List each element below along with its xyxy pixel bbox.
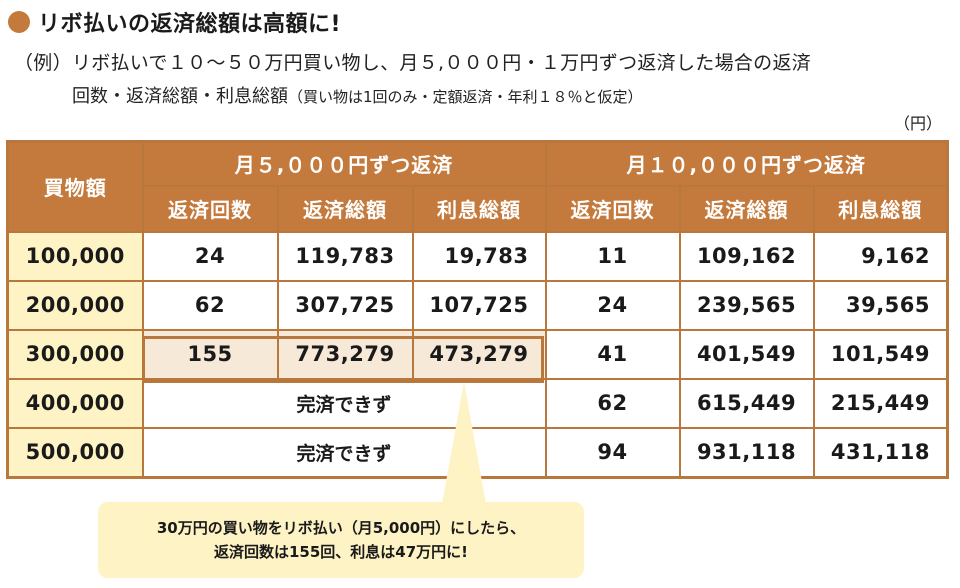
- table-row: 100,000 24 119,783 19,783 11 109,162 9,1…: [6, 230, 949, 282]
- cell-value: 401,549: [678, 328, 815, 380]
- unit-label: （円）: [893, 114, 942, 133]
- cell-value: 431,118: [812, 426, 949, 478]
- cell-value: 39,565: [812, 279, 949, 331]
- cell-value: 107,725: [411, 279, 547, 331]
- cell-value: 11: [544, 230, 681, 282]
- repayment-table: 買物額 月５,０００円ずつ返済 月１０,０００円ずつ返済 返済回数 返済総額 利…: [6, 140, 950, 479]
- page-title: リボ払いの返済総額は高額に!: [38, 12, 342, 37]
- not-repayable-cell: 完済できず: [141, 377, 547, 429]
- row-amount: 500,000: [6, 426, 144, 478]
- description-note: （買い物は1回のみ・定額返済・年利１８％と仮定）: [288, 88, 643, 106]
- header-repay-count: 返済回数: [544, 184, 681, 233]
- header-repay-count: 返済回数: [141, 184, 279, 233]
- row-amount: 400,000: [6, 377, 144, 429]
- cell-value: 9,162: [812, 230, 949, 282]
- callout-line-1: 30万円の買い物をリボ払い（月5,000円）にしたら、: [156, 519, 526, 537]
- cell-value: 62: [141, 279, 279, 331]
- table-row: 400,000 完済できず 62 615,449 215,449: [6, 377, 949, 429]
- cell-value: 615,449: [678, 377, 815, 429]
- cell-value: 62: [544, 377, 681, 429]
- cell-value: 239,565: [678, 279, 815, 331]
- cell-value: 19,783: [411, 230, 547, 282]
- callout-pointer: [442, 382, 486, 504]
- highlighted-cell: 773,279: [276, 328, 414, 380]
- header-interest-total: 利息総額: [812, 184, 949, 233]
- row-amount: 200,000: [6, 279, 144, 331]
- title-row: リボ払いの返済総額は高額に!: [8, 6, 341, 38]
- highlighted-cell: 473,279: [411, 328, 547, 380]
- description-line-2: 回数・返済総額・利息総額（買い物は1回のみ・定額返済・年利１８％と仮定）: [72, 82, 643, 108]
- highlighted-cell: 155: [141, 328, 279, 380]
- cell-value: 215,449: [812, 377, 949, 429]
- row-amount: 100,000: [6, 230, 144, 282]
- header-repay-total: 返済総額: [276, 184, 414, 233]
- table-row: 300,000 155 773,279 473,279 41 401,549 1…: [6, 328, 949, 380]
- header-group-10000: 月１０,０００円ずつ返済: [544, 140, 949, 187]
- cell-value: 931,118: [678, 426, 815, 478]
- header-interest-total: 利息総額: [411, 184, 547, 233]
- cell-value: 101,549: [812, 328, 949, 380]
- header-group-5000: 月５,０００円ずつ返済: [141, 140, 547, 187]
- cell-value: 109,162: [678, 230, 815, 282]
- bullet-dot-icon: [8, 11, 30, 33]
- header-purchase-amount: 買物額: [6, 140, 144, 233]
- callout-box: 30万円の買い物をリボ払い（月5,000円）にしたら、 返済回数は155回、利息…: [98, 502, 584, 578]
- header-repay-total: 返済総額: [678, 184, 815, 233]
- row-amount: 300,000: [6, 328, 144, 380]
- cell-value: 94: [544, 426, 681, 478]
- callout-line-2: 返済回数は155回、利息は47万円に!: [213, 543, 469, 561]
- description-line-1: （例）リボ払いで１０～５０万円買い物し、月５,０００円・１万円ずつ返済した場合の…: [14, 52, 812, 74]
- cell-value: 307,725: [276, 279, 414, 331]
- cell-value: 41: [544, 328, 681, 380]
- cell-value: 119,783: [276, 230, 414, 282]
- cell-value: 24: [141, 230, 279, 282]
- cell-value: 24: [544, 279, 681, 331]
- table-row: 200,000 62 307,725 107,725 24 239,565 39…: [6, 279, 949, 331]
- description-line-2-main: 回数・返済総額・利息総額: [72, 86, 288, 107]
